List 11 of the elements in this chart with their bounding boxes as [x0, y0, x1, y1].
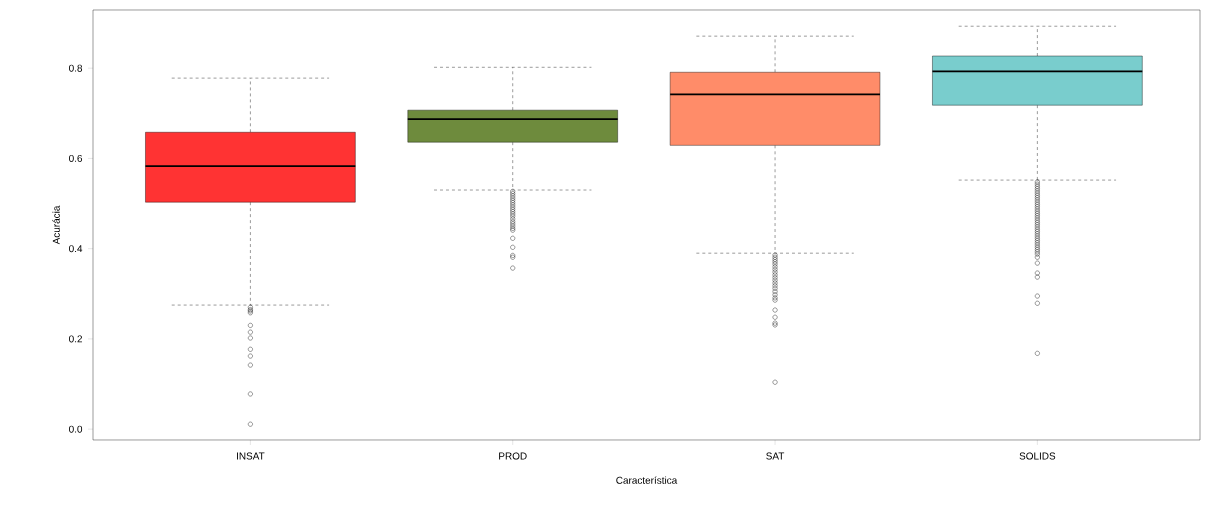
x-tick-label: INSAT — [237, 452, 265, 460]
y-tick-label: 0.0 — [69, 425, 83, 433]
y-axis-title: Acurácia — [52, 205, 60, 245]
x-tick-label: SAT — [766, 452, 785, 460]
y-tick-label: 0.8 — [69, 64, 83, 72]
y-tick-label: 0.2 — [69, 335, 82, 343]
x-axis-title: Característica — [616, 476, 678, 484]
y-tick-label: 0.4 — [69, 245, 83, 253]
y-tick-label: 0.6 — [69, 154, 83, 162]
x-tick-label: PROD — [499, 452, 527, 460]
x-tick-label: SOLIDS — [1019, 452, 1056, 460]
